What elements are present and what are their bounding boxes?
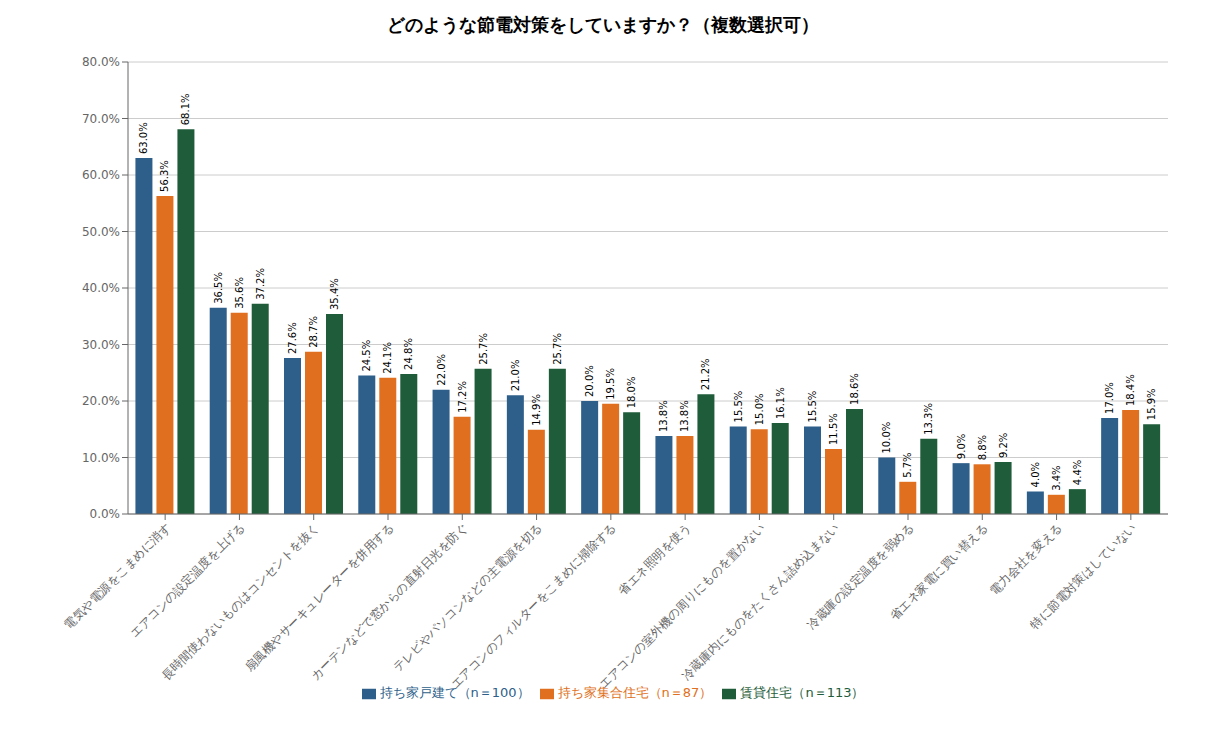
svg-text:10.0%: 10.0% (82, 451, 120, 465)
svg-text:63.0%: 63.0% (138, 122, 149, 154)
html-text:どのような節電対策をしていますか？（複数選択可）: どのような節電対策をしていますか？（複数選択可） (387, 14, 819, 35)
svg-text:エアコンのフィルターをこまめに掃除する: エアコンのフィルターをこまめに掃除する (448, 520, 619, 691)
svg-text:電気や電源をこまめに消す: 電気や電源をこまめに消す (61, 520, 174, 632)
svg-text:特に節電対策はしていない: 特に節電対策はしていない (1027, 520, 1139, 632)
svg-text:4.0%: 4.0% (1030, 462, 1041, 487)
svg-text:13.3%: 13.3% (923, 403, 934, 435)
svg-text:68.1%: 68.1% (180, 93, 191, 125)
svg-text:冷蔵庫の設定温度を弱める: 冷蔵庫の設定温度を弱める (804, 520, 917, 632)
svg-text:4.4%: 4.4% (1072, 460, 1083, 485)
svg-text:60.0%: 60.0% (82, 168, 120, 182)
svg-text:9.0%: 9.0% (956, 434, 967, 459)
svg-text:19.5%: 19.5% (605, 368, 616, 400)
html-text:持ち家集合住宅（n＝87）: 持ち家集合住宅（n＝87） (557, 685, 713, 700)
svg-text:エアコンの室外機の周りにものを置かない: エアコンの室外機の周りにものを置かない (596, 520, 767, 691)
svg-text:冷蔵庫内にものをたくさん詰め込まない: 冷蔵庫内にものをたくさん詰め込まない (679, 520, 842, 683)
svg-text:電力会社を変える: 電力会社を変える (987, 520, 1065, 598)
svg-text:エアコンの設定温度を上げる: エアコンの設定温度を上げる (127, 520, 248, 641)
svg-text:10.0%: 10.0% (881, 422, 892, 454)
svg-text:25.7%: 25.7% (552, 333, 563, 365)
svg-text:24.8%: 24.8% (403, 338, 414, 370)
svg-text:30.0%: 30.0% (82, 338, 120, 352)
svg-text:18.4%: 18.4% (1125, 374, 1136, 406)
svg-text:36.5%: 36.5% (213, 272, 224, 304)
svg-text:20.0%: 20.0% (584, 365, 595, 397)
svg-text:25.7%: 25.7% (478, 333, 489, 365)
svg-text:15.0%: 15.0% (754, 393, 765, 425)
svg-text:28.7%: 28.7% (308, 316, 319, 348)
svg-text:18.0%: 18.0% (626, 377, 637, 409)
svg-text:13.8%: 13.8% (658, 400, 669, 432)
html-text:賃貸住宅（n＝113）: 賃貸住宅（n＝113） (740, 685, 865, 700)
svg-text:50.0%: 50.0% (82, 225, 120, 239)
svg-text:長時間使わないものはコンセントを抜く: 長時間使わないものはコンセントを抜く (159, 520, 322, 683)
svg-text:省エネ家電に買い替える: 省エネ家電に買い替える (887, 520, 990, 623)
svg-text:37.2%: 37.2% (255, 268, 266, 300)
svg-text:14.9%: 14.9% (531, 394, 542, 426)
svg-text:3.4%: 3.4% (1051, 465, 1062, 490)
svg-text:8.8%: 8.8% (977, 435, 988, 460)
svg-text:17.2%: 17.2% (457, 381, 468, 413)
svg-text:16.1%: 16.1% (775, 387, 786, 419)
svg-text:15.9%: 15.9% (1146, 388, 1157, 420)
svg-text:5.7%: 5.7% (902, 452, 913, 477)
svg-text:15.5%: 15.5% (733, 391, 744, 423)
svg-text:56.3%: 56.3% (159, 160, 170, 192)
svg-text:テレビやパソコンなどの主電源を切る: テレビやパソコンなどの主電源を切る (391, 520, 545, 674)
svg-text:カーテンなどで窓からの直射日光を防ぐ: カーテンなどで窓からの直射日光を防ぐ (308, 520, 471, 683)
svg-text:40.0%: 40.0% (82, 281, 120, 295)
svg-text:24.5%: 24.5% (361, 340, 372, 372)
svg-text:15.5%: 15.5% (807, 391, 818, 423)
svg-text:24.1%: 24.1% (382, 342, 393, 374)
svg-text:省エネ照明を使う: 省エネ照明を使う (616, 520, 694, 598)
svg-text:13.8%: 13.8% (679, 400, 690, 432)
svg-text:17.0%: 17.0% (1104, 382, 1115, 414)
svg-text:扇風機やサーキュレーターを併用する: 扇風機やサーキュレーターを併用する (242, 520, 396, 674)
svg-text:20.0%: 20.0% (82, 394, 120, 408)
svg-text:18.6%: 18.6% (849, 373, 860, 405)
svg-text:35.6%: 35.6% (234, 277, 245, 309)
svg-text:22.0%: 22.0% (436, 354, 447, 386)
svg-text:0.0%: 0.0% (90, 507, 121, 521)
svg-text:27.6%: 27.6% (287, 322, 298, 354)
html-text:持ち家戸建て（n＝100）: 持ち家戸建て（n＝100） (379, 685, 530, 700)
svg-text:9.2%: 9.2% (998, 433, 1009, 458)
svg-text:35.4%: 35.4% (329, 278, 340, 310)
svg-text:21.2%: 21.2% (700, 358, 711, 390)
svg-text:70.0%: 70.0% (82, 112, 120, 126)
svg-text:21.0%: 21.0% (510, 360, 521, 392)
svg-text:11.5%: 11.5% (828, 413, 839, 445)
svg-text:80.0%: 80.0% (82, 55, 120, 69)
